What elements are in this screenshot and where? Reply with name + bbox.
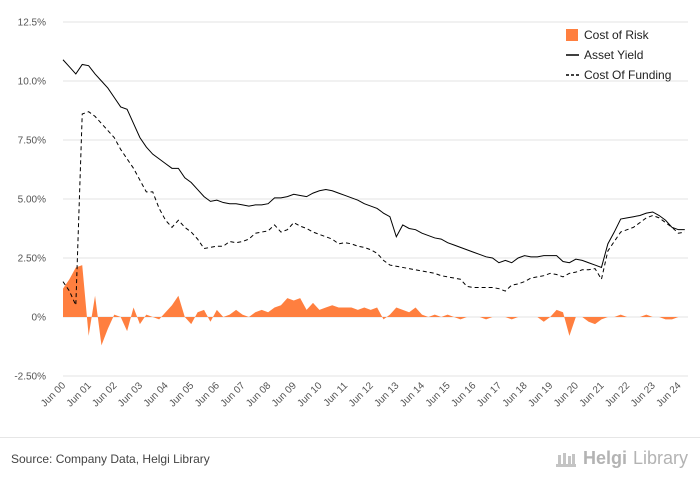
x-tick-label: Jun 21	[578, 380, 607, 409]
legend: Cost of Risk Asset Yield Cost Of Funding	[566, 28, 671, 82]
x-tick-label: Jun 03	[116, 380, 145, 409]
y-tick-label: 0%	[32, 313, 47, 324]
x-tick-label: Jun 22	[603, 380, 632, 409]
x-tick-label: Jun 09	[270, 380, 299, 409]
cost-of-risk-area-layer	[63, 265, 685, 346]
y-tick-label: -2.50%	[14, 372, 46, 383]
x-tick-label: Jun 00	[39, 380, 68, 409]
library-icon	[555, 452, 576, 467]
x-tick-label: Jun 05	[167, 380, 196, 409]
legend-label: Cost of Risk	[584, 28, 650, 42]
x-tick-label: Jun 15	[424, 380, 453, 409]
x-tick-label: Jun 01	[65, 380, 94, 409]
y-axis-ticks: -2.50% 0% 2.50% 5.00% 7.50% 10.0% 12.5%	[14, 18, 46, 383]
x-tick-label: Jun 12	[347, 380, 376, 409]
legend-label: Asset Yield	[584, 48, 643, 62]
brand-helgi: Helgi	[582, 448, 627, 468]
y-tick-label: 7.50%	[18, 136, 46, 147]
x-tick-label: Jun 23	[629, 380, 658, 409]
x-tick-label: Jun 20	[552, 380, 581, 409]
x-tick-label: Jun 13	[372, 380, 401, 409]
x-tick-label: Jun 11	[322, 380, 351, 409]
x-tick-label: Jun 10	[296, 380, 325, 409]
x-tick-label: Jun 19	[526, 380, 555, 409]
y-tick-label: 5.00%	[18, 195, 46, 206]
series-cost-of-risk-area	[63, 265, 685, 346]
x-tick-label: Jun 18	[501, 380, 530, 409]
x-tick-label: Jun 14	[398, 380, 427, 409]
chart: -2.50% 0% 2.50% 5.00% 7.50% 10.0% 12.5% Jun 00…	[14, 18, 688, 409]
x-tick-label: Jun 08	[244, 380, 273, 409]
series-asset-yield-line	[62, 59, 685, 269]
legend-swatch-cost-of-risk	[566, 29, 578, 41]
x-tick-label: Jun 16	[449, 380, 478, 409]
brand-library: Library	[632, 448, 688, 468]
x-tick-label: Jun 04	[142, 380, 171, 409]
x-tick-label: Jun 07	[219, 380, 248, 409]
y-tick-label: 12.5%	[18, 18, 46, 29]
series-cost-of-funding-line	[62, 111, 685, 306]
source-text: Source: Company Data, Helgi Library	[11, 452, 210, 466]
y-tick-label: 2.50%	[18, 254, 46, 265]
footer: Source: Company Data, Helgi Library Helg…	[0, 437, 700, 484]
x-tick-label: Jun 17	[475, 380, 504, 409]
line-series-layer	[62, 59, 685, 306]
x-tick-label: Jun 06	[193, 380, 222, 409]
x-tick-label: Jun 24	[654, 380, 683, 409]
brand-logo: Helgi Library	[555, 448, 688, 469]
x-tick-label: Jun 02	[90, 380, 119, 409]
y-tick-label: 10.0%	[18, 77, 46, 88]
legend-label: Cost Of Funding	[584, 68, 671, 82]
